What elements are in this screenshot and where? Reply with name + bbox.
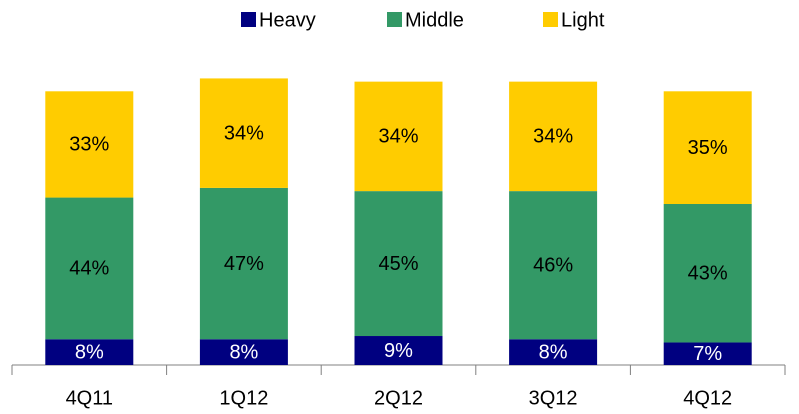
bar-segment — [199, 78, 288, 188]
data-label: 44% — [69, 258, 109, 280]
legend-swatch — [241, 12, 256, 27]
legend-swatch — [387, 12, 402, 27]
x-tick-label: 4Q11 — [66, 387, 113, 409]
data-label: 47% — [224, 253, 264, 275]
bar-segment — [199, 187, 288, 340]
data-label: 35% — [688, 137, 728, 159]
legend-label: Heavy — [259, 9, 316, 31]
data-label: 9% — [384, 340, 413, 362]
data-label: 8% — [75, 341, 104, 363]
bar-segment — [199, 339, 288, 365]
data-label: 34% — [378, 126, 418, 148]
bar-segment — [45, 91, 134, 198]
bar-segment — [509, 191, 598, 340]
data-label: 8% — [229, 341, 258, 363]
data-label: 46% — [533, 254, 573, 276]
data-label: 45% — [378, 253, 418, 275]
bar-segment — [354, 191, 443, 337]
x-tick-label: 4Q12 — [683, 387, 732, 409]
data-label: 7% — [693, 343, 722, 365]
bar-segment — [509, 81, 598, 192]
x-tick-label: 2Q12 — [374, 387, 423, 409]
bar-segment — [45, 339, 134, 365]
x-tick-label: 3Q12 — [529, 387, 578, 409]
legend-label: Middle — [405, 9, 464, 31]
bar-segment — [354, 336, 443, 365]
bar-segment — [663, 91, 752, 204]
data-label: 33% — [69, 134, 109, 156]
bar-segment — [663, 342, 752, 365]
data-label: 43% — [688, 263, 728, 285]
data-label: 34% — [533, 126, 573, 148]
legend-swatch — [543, 12, 558, 27]
data-label: 8% — [539, 341, 568, 363]
bar-segment — [663, 204, 752, 343]
bar-segment — [509, 339, 598, 365]
bar-segment — [354, 81, 443, 192]
data-label: 34% — [224, 122, 264, 144]
x-tick-label: 1Q12 — [219, 387, 268, 409]
legend-label: Light — [561, 9, 605, 31]
bar-segment — [45, 197, 134, 340]
